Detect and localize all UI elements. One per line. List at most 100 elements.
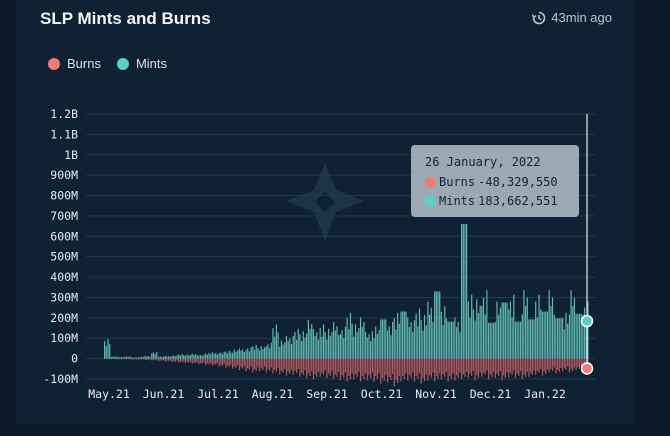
mint-bar: [226, 353, 229, 359]
tooltip-mints-row: Mints 183,662,551: [425, 194, 558, 208]
mint-bar: [336, 326, 338, 359]
mint-bar: [423, 315, 426, 359]
burn-bar: [333, 358, 335, 380]
mint-bar: [358, 328, 360, 359]
mint-bar: [439, 291, 441, 359]
burn-bar: [147, 358, 149, 360]
x-tick-label: Jul.21: [197, 387, 239, 401]
burn-bar: [127, 358, 129, 360]
mint-bar: [484, 314, 486, 359]
burn-bar: [205, 358, 207, 366]
mint-bar: [290, 343, 293, 359]
mint-bar: [530, 319, 532, 359]
mint-bar: [339, 334, 341, 359]
x-tick-label: Nov.21: [415, 387, 457, 401]
burn-bar: [395, 358, 397, 380]
mint-bar: [397, 312, 399, 359]
mint-bar: [250, 347, 252, 359]
chart-title: SLP Mints and Burns: [40, 9, 211, 28]
mint-bar: [400, 311, 402, 359]
burn-bar: [487, 358, 490, 380]
mint-bar: [231, 352, 234, 359]
mint-bar: [444, 306, 446, 359]
mint-bar: [405, 311, 407, 359]
burn-bar: [391, 358, 394, 375]
burn-bar: [314, 358, 316, 375]
mint-bar: [331, 332, 333, 359]
burn-bar: [381, 358, 384, 378]
burn-bar: [481, 358, 483, 377]
burn-bar: [282, 358, 284, 373]
mint-bar: [334, 330, 336, 359]
mint-bar: [238, 348, 240, 359]
burn-bar: [546, 358, 549, 370]
mint-bar: [117, 356, 119, 359]
chart-tooltip: 26 January, 2022 Burns -48,329,550 Mints…: [411, 145, 579, 217]
burn-bar: [466, 358, 468, 372]
mint-bar: [427, 301, 429, 359]
mint-bar: [506, 302, 508, 359]
mint-bar: [455, 327, 458, 359]
mint-bar: [466, 224, 468, 359]
burn-bar: [257, 358, 259, 368]
burn-bar: [501, 358, 503, 381]
legend-item-burns[interactable]: Burns: [48, 56, 101, 71]
burn-bar: [420, 358, 422, 384]
mint-bar: [258, 350, 261, 359]
mint-bar: [412, 332, 414, 359]
burn-bar: [327, 358, 330, 374]
y-tick-label: 1.1B: [50, 127, 78, 141]
y-tick-label: 600M: [50, 229, 78, 243]
mint-bar: [464, 224, 466, 359]
burn-bar: [141, 358, 143, 360]
mint-bar: [365, 332, 367, 359]
mint-bar: [343, 338, 345, 359]
mint-bar: [132, 357, 134, 359]
burn-bar: [225, 358, 227, 368]
burn-bar: [578, 358, 581, 369]
burn-bar: [174, 358, 176, 362]
burn-bar: [423, 358, 426, 382]
tooltip-mints-label: Mints: [439, 194, 476, 208]
mint-bar: [509, 301, 512, 359]
burn-bar: [467, 358, 469, 379]
mint-bar: [225, 351, 227, 359]
mint-bar: [317, 339, 320, 359]
burn-bar: [240, 358, 242, 368]
burn-bar: [397, 358, 399, 384]
mint-bar: [471, 294, 473, 359]
burn-bar: [125, 358, 128, 360]
mint-bar: [297, 328, 299, 359]
tooltip-burns-marker: [425, 176, 436, 188]
burn-bar: [269, 358, 271, 371]
burn-bar: [265, 358, 267, 373]
burn-bar: [324, 358, 326, 371]
legend-item-mints[interactable]: Mints: [116, 56, 167, 71]
mint-bar: [354, 324, 357, 359]
mint-bar: [469, 317, 471, 359]
burn-bar: [181, 358, 183, 363]
burn-bar: [243, 358, 245, 366]
mint-bar: [504, 302, 506, 359]
mint-bar: [164, 355, 166, 359]
burn-bar: [134, 358, 136, 360]
mint-bar: [356, 332, 358, 359]
mint-bar: [110, 357, 112, 359]
burn-bar: [135, 358, 138, 360]
mint-bar: [146, 356, 148, 359]
burn-bar: [164, 358, 166, 362]
burn-bar: [432, 358, 434, 373]
burn-bar: [489, 358, 491, 375]
mint-bar: [206, 354, 208, 359]
burn-bar: [119, 358, 121, 360]
burn-bar: [348, 358, 350, 377]
mint-bar: [233, 349, 235, 359]
mint-bar: [287, 341, 289, 359]
burn-bar: [494, 358, 496, 379]
mint-bar: [304, 337, 306, 359]
x-tick-label: Dec.21: [470, 387, 512, 401]
burn-bar: [553, 358, 555, 368]
burn-bar: [193, 358, 195, 363]
mint-bar: [447, 321, 449, 359]
